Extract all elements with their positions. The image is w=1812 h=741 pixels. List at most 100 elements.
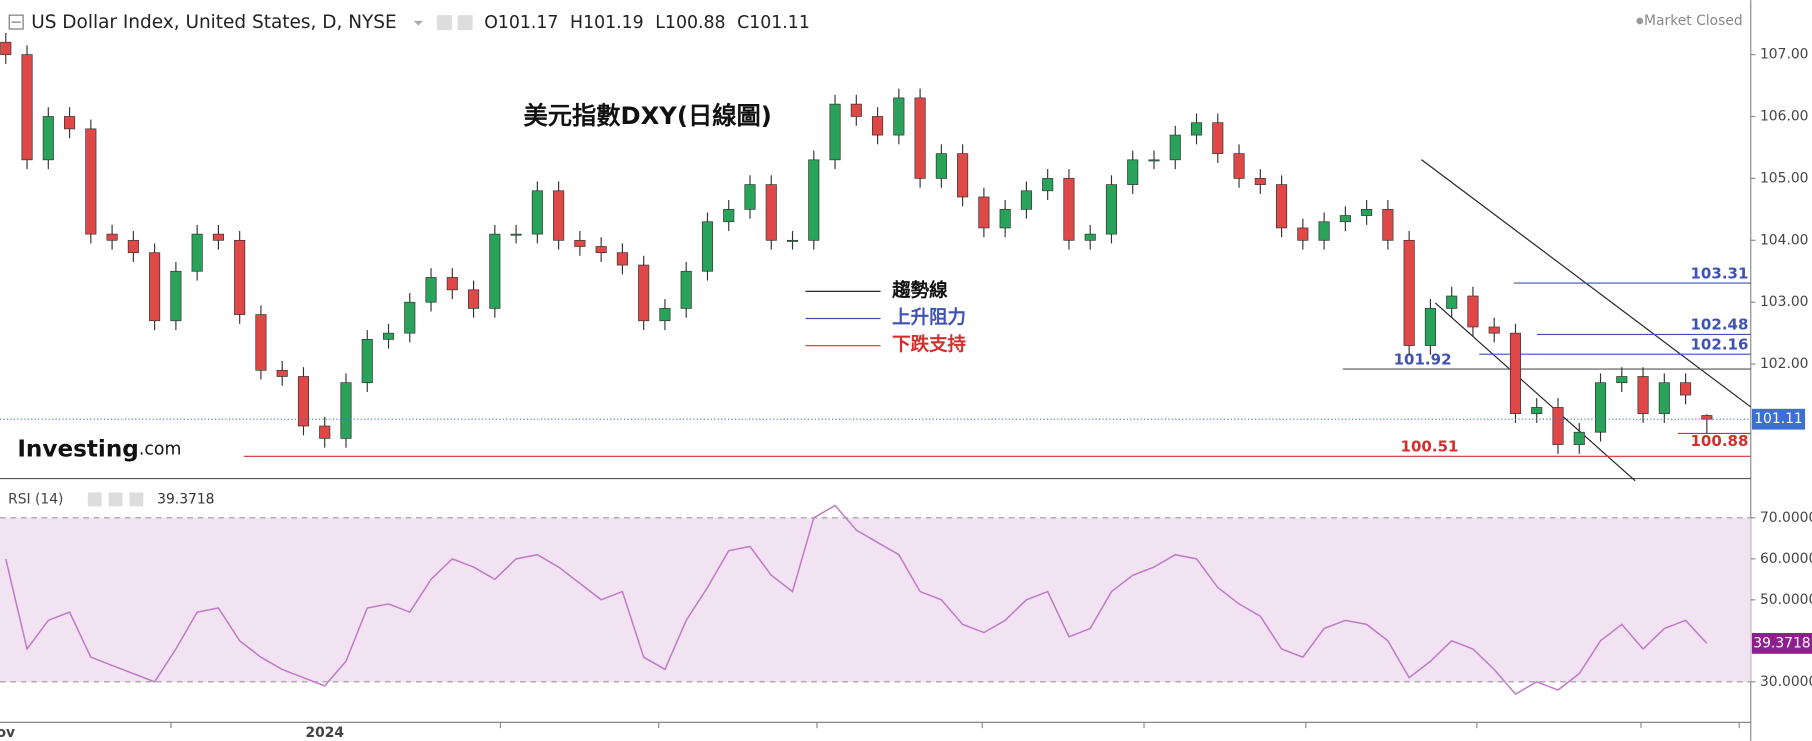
candle-body xyxy=(510,233,522,236)
candle-body xyxy=(1616,376,1628,384)
candle-body xyxy=(468,289,480,309)
candle-body xyxy=(744,184,756,210)
candle-body xyxy=(170,270,182,322)
candle-body xyxy=(1169,134,1181,161)
level-label: 100.88 xyxy=(1690,432,1748,450)
candle-body xyxy=(872,116,884,136)
legend-label: 上升阻力 xyxy=(892,306,966,328)
candle-body xyxy=(340,382,352,439)
collapse-icon[interactable] xyxy=(8,14,24,30)
candle-body xyxy=(978,196,990,229)
candle-body xyxy=(0,41,12,55)
candle-body xyxy=(42,116,54,161)
ohlc-readout: O101.17 H101.19 L100.88 C101.11 xyxy=(484,13,810,33)
candle-body xyxy=(1573,431,1585,445)
legend-label: 下跌支持 xyxy=(892,334,966,356)
candle-body xyxy=(914,97,926,179)
candle-body xyxy=(786,239,799,242)
level-label: 100.51 xyxy=(1401,438,1459,456)
candle-body xyxy=(1084,233,1096,241)
candle-body xyxy=(127,239,139,254)
candle-body xyxy=(574,239,586,247)
candle-body xyxy=(1467,295,1479,328)
status-dot xyxy=(1636,17,1644,25)
ohlc-value: 101.19 xyxy=(583,13,644,33)
rsi-band xyxy=(0,517,1751,682)
y-tick-label: 104.00 xyxy=(1760,232,1809,248)
candle-body xyxy=(255,314,267,371)
dropdown-icon[interactable] xyxy=(413,20,423,26)
trend-line xyxy=(1434,302,1636,482)
candle-body xyxy=(1361,209,1373,216)
ohlc-letter: L xyxy=(655,13,665,33)
last-price-tag xyxy=(1751,408,1806,430)
candle-body xyxy=(1680,382,1692,396)
eye-icon[interactable] xyxy=(87,492,102,507)
candle-body xyxy=(149,252,161,322)
candle-body xyxy=(1297,227,1309,241)
candle-body xyxy=(106,233,118,241)
close-icon[interactable] xyxy=(129,492,144,507)
candle-body xyxy=(1637,376,1649,414)
ohlc-value: 101.17 xyxy=(498,13,559,33)
candle-body xyxy=(1233,153,1245,179)
settings-icon[interactable] xyxy=(108,492,123,507)
candle-body xyxy=(616,252,628,266)
candle-body xyxy=(1531,407,1543,414)
candle-body xyxy=(1594,382,1607,433)
candle-body xyxy=(765,184,777,241)
candle-body xyxy=(680,270,692,309)
candle-body xyxy=(999,209,1011,229)
candle-body xyxy=(1254,178,1266,185)
candle-body xyxy=(276,369,288,377)
logo-suffix: .com xyxy=(139,440,182,460)
candle-body xyxy=(850,103,862,117)
candle-body xyxy=(1509,332,1522,414)
candle-body xyxy=(297,376,310,427)
chart-title: US Dollar Index, United States, D, NYSE xyxy=(31,12,397,33)
candle-body xyxy=(638,264,650,322)
y-tick-label: 103.00 xyxy=(1760,294,1809,310)
ohlc-letter: H xyxy=(570,13,583,33)
candle-body xyxy=(64,116,76,130)
candle-body xyxy=(1446,295,1458,309)
y-tick-label: 106.00 xyxy=(1760,109,1809,125)
market-status: Market Closed xyxy=(1644,13,1743,29)
annotation-title: 美元指數DXY(日線圖) xyxy=(523,101,771,130)
candle-body xyxy=(1382,209,1394,241)
settings-icon[interactable] xyxy=(457,15,473,31)
candle-body xyxy=(957,153,969,198)
ohlc-letter: O xyxy=(484,13,498,33)
candle-body xyxy=(1339,215,1351,223)
candle-body xyxy=(1042,178,1054,192)
candle-body xyxy=(723,209,735,223)
candle-body xyxy=(425,277,437,303)
candle-body xyxy=(531,190,543,235)
candle-body xyxy=(808,159,820,241)
rsi-tag-label: 39.3718 xyxy=(1753,635,1810,651)
legend-label: 趨勢線 xyxy=(891,279,948,301)
rsi-title: RSI (14) xyxy=(8,491,63,507)
y-tick-label: 105.00 xyxy=(1760,170,1809,186)
last-price-label: 101.11 xyxy=(1754,411,1803,427)
level-label: 103.31 xyxy=(1690,264,1748,282)
candle-body xyxy=(382,332,395,340)
candle-body xyxy=(935,153,947,179)
y-tick-label: 50.0000 xyxy=(1760,592,1812,608)
candle-body xyxy=(85,128,97,235)
level-label: 102.16 xyxy=(1690,335,1748,353)
candle-body xyxy=(404,301,416,334)
candle-body xyxy=(1148,159,1160,162)
candle-body xyxy=(1276,184,1288,229)
candle-body xyxy=(1488,326,1500,334)
ohlc-letter: C xyxy=(737,13,749,33)
eye-icon[interactable] xyxy=(436,15,452,31)
candle-body xyxy=(1105,184,1118,235)
y-tick-label: 107.00 xyxy=(1760,47,1809,63)
candle-body xyxy=(1063,178,1075,241)
candle-body xyxy=(21,54,33,161)
time-ticks xyxy=(170,722,1740,729)
